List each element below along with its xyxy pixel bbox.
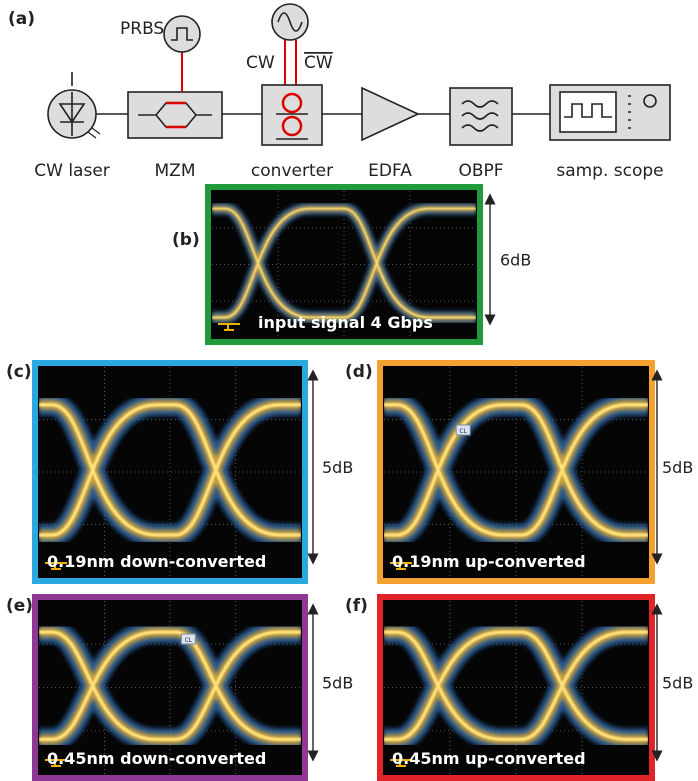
figure-canvas: (a) [0, 0, 698, 781]
source-label: CW [246, 53, 275, 73]
scale-label: 6dB [500, 251, 531, 270]
panel-label: (f) [345, 596, 368, 616]
component-label: MZM [155, 161, 196, 181]
panel-label: (c) [6, 362, 32, 382]
scale-label: 5dB [662, 674, 693, 693]
eye-panel: (f) 0.45nm up-converted 5dB [345, 596, 693, 778]
eye-panel: CL (e) 0.45nm down-converted 5dB [6, 596, 353, 778]
eye-caption: 0.45nm up-converted [392, 749, 586, 768]
eye-caption: 0.19nm up-converted [392, 552, 586, 571]
figure: {"panel_a": {"label": "(a)", "prbs": "PR… [0, 0, 698, 781]
panel-label: (e) [6, 596, 33, 616]
eye-caption: 0.19nm down-converted [47, 552, 266, 571]
component-label: samp. scope [556, 161, 663, 181]
panel-label: (a) [8, 9, 35, 29]
source-label: CW [304, 53, 333, 73]
scale-label: 5dB [662, 458, 693, 477]
eye-panel: CL (d) 0.19nm up-converted 5dB [345, 362, 693, 581]
marker-label: CL [185, 637, 193, 644]
eye-caption: input signal 4 Gbps [258, 313, 433, 332]
panel-label: (d) [345, 362, 373, 382]
component-label: converter [251, 161, 333, 181]
scale-label: 5dB [322, 674, 353, 693]
eye-panel: (c) 0.19nm down-converted 5dB [6, 362, 353, 581]
eye-caption: 0.45nm down-converted [47, 749, 266, 768]
component-label: EDFA [368, 161, 412, 181]
component-label: CW laser [34, 161, 110, 181]
component-label: OBPF [458, 161, 503, 181]
panel-label: (b) [172, 230, 200, 250]
scale-label: 5dB [322, 458, 353, 477]
source-label: PRBS [120, 19, 164, 39]
eye-panel: (b) input signal 4 Gbps 6dB [172, 187, 531, 342]
marker-label: CL [459, 428, 467, 435]
